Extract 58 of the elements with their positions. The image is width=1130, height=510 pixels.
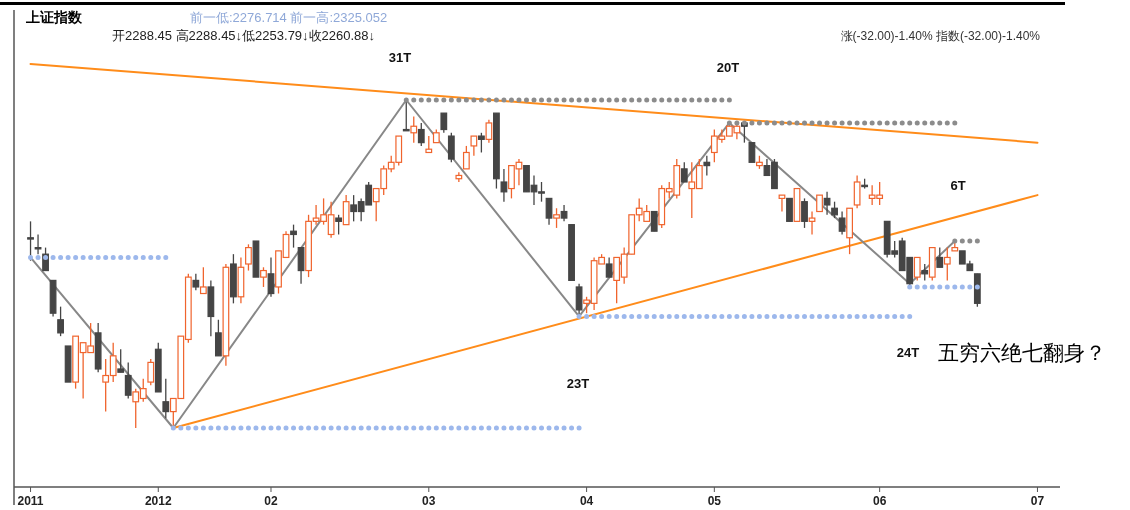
candlestick [936, 246, 944, 268]
candlestick [943, 246, 951, 282]
candlestick [260, 266, 267, 288]
candlestick [447, 132, 455, 163]
text: 20T [716, 60, 740, 75]
x-tick-label: 04 [579, 494, 594, 508]
annotation: 6T [950, 178, 966, 193]
candlestick [162, 378, 170, 419]
candlestick [455, 171, 463, 183]
candlestick [245, 243, 252, 272]
candlestick [335, 214, 343, 236]
text: 31T [388, 50, 412, 65]
candlestick [462, 145, 470, 170]
candlestick [124, 361, 132, 400]
candlestick [748, 142, 756, 163]
candlestick [853, 174, 861, 209]
candlestick [342, 194, 350, 226]
x-tick-label: 02 [264, 494, 278, 508]
candlestick [823, 191, 831, 216]
candlestick [650, 210, 658, 232]
annotation: 23T [566, 376, 590, 391]
candlestick [470, 135, 478, 157]
candlestick [440, 112, 448, 134]
candlestick [57, 305, 64, 337]
x-tick-label: 03 [422, 494, 436, 508]
candlestick [117, 348, 125, 373]
candlestick [553, 207, 560, 229]
candlestick [838, 210, 846, 236]
annotation: 五穷六绝七翻身？ [938, 341, 1106, 365]
x-tick-label: 07 [1030, 494, 1045, 508]
candlestick [27, 220, 34, 262]
x-tick-label: 06 [872, 494, 887, 508]
x-tick-label: 2011 [17, 494, 44, 508]
candlestick [703, 155, 711, 177]
x-tick-label: 05 [707, 494, 722, 508]
candlestick [199, 266, 207, 295]
chart-subtitle: 前一低:2276.714 前一高:2325.052 [190, 10, 388, 25]
candlestick [605, 256, 613, 278]
chart-title: 上证指数 [25, 9, 83, 25]
text: 涨(-32.00)-1.40% 指数(-32.00)-1.40% [840, 29, 1041, 43]
candlestick [477, 132, 485, 154]
x-tick-label: 2012 [144, 494, 172, 508]
candlestick [290, 223, 297, 249]
text: 开2288.45 高2288.45↓低2253.79↓收2260.88↓ [112, 28, 376, 43]
candlestick [680, 161, 688, 183]
candlestick [485, 119, 493, 144]
candlestick [410, 115, 418, 144]
candlestick [801, 197, 808, 229]
annotation: 24T [896, 345, 920, 360]
candlestick [147, 358, 155, 387]
candlestick [417, 122, 425, 147]
candlestick [778, 194, 786, 213]
candlestick [786, 197, 793, 222]
candlestick [913, 256, 921, 282]
candlestick [214, 319, 222, 357]
candlestick [34, 233, 42, 255]
candlestick [808, 210, 816, 236]
candlestick [500, 168, 508, 203]
